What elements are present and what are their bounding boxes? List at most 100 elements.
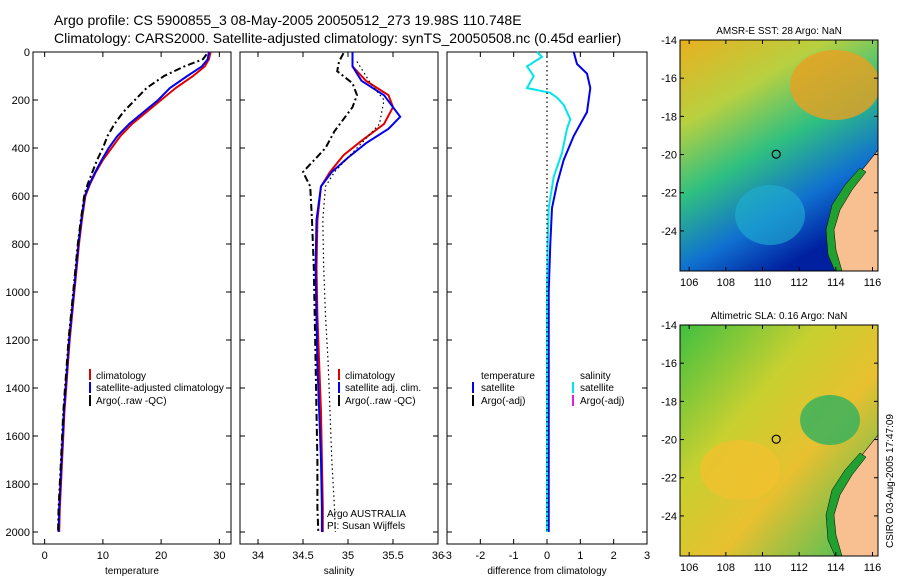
temperature-legend: climatology satellite-adjusted climatolo… [89,369,224,407]
legend-salinity-heading: salinity [580,371,611,382]
map-y-tick-label: -18 [661,111,677,123]
series-line-argo-raw-qc- [57,53,208,534]
pi-annotation: PI: Susan Wijffels [327,521,405,532]
legend-swatch-sal-argo [338,395,340,406]
map-y-tick-label: -20 [661,435,677,447]
x-tick-label: -1 [509,550,519,562]
map-x-tick-label: 110 [754,562,772,574]
difference-legend-right: salinity satellite Argo(-adj) [572,371,624,407]
legend-swatch-temp-satellite [472,382,474,393]
sla-low-patch [800,395,860,445]
x-tick-label: 36 [432,550,444,562]
legend-swatch-sal-satellite [338,382,340,393]
map-y-tick-label: -18 [661,396,677,408]
salinity-xlabel: salinity [324,566,355,577]
map-x-tick-label: 110 [754,277,772,289]
map-x-tick-label: 108 [717,562,735,574]
legend-swatch-sal-sat [572,382,574,393]
sst-map-title: AMSR-E SST: 28 Argo: NaN [716,26,842,37]
series-line-argo-raw-qc- [301,52,359,533]
x-tick-label: -2 [475,550,485,562]
sst-shelf [825,167,867,271]
y-tick-label: 1000 [6,287,30,299]
x-tick-label: 34.5 [292,550,313,562]
y-tick-label: 1800 [6,479,30,491]
map-y-tick-label: -22 [661,188,677,200]
map-y-tick-label: -14 [661,35,677,47]
x-tick-label: 2 [611,550,617,562]
temperature-xlabel: temperature [105,566,159,577]
legend-sal-argo-adj: Argo(-adj) [580,396,624,407]
series-line-satellite-adj-clim- [314,52,402,532]
map-x-tick-label: 114 [827,562,845,574]
sst-map: AMSR-E SST: 28 Argo: NaN 106 108 110 112 114… [661,26,881,289]
map-y-tick-label: -24 [661,511,677,523]
series-line-temperature-satellite [547,51,592,532]
legend-temp-argo: Argo(-adj) [481,396,525,407]
sla-map: Altimetric SLA: 0.16 Argo: NaN 106 108 110… [661,311,881,574]
argo-australia-annotation: Argo AUSTRALIA [327,509,406,520]
legend-swatch-temp-argo [472,395,474,406]
legend-swatch-sal-argo-adj [572,395,574,406]
x-tick-label: 35.5 [382,550,403,562]
difference-panel: -3 -2 -1 0 1 2 3 difference from climatology t… [442,51,650,577]
sst-map-ticks: 106 108 110 112 114 116 -14 -16 -18 -20 -22 -24 [661,35,881,289]
legend-sal-satellite: satellite adj. clim. [345,383,421,394]
x-tick-label: 1 [577,550,583,562]
map-y-tick-label: -22 [661,473,677,485]
x-tick-label: 10 [97,550,109,562]
legend-temperature-heading: temperature [481,371,535,382]
x-tick-label: 34 [252,550,264,562]
map-y-tick-label: -16 [661,358,677,370]
map-x-tick-label: 116 [864,277,882,289]
y-tick-label: 1400 [6,383,30,395]
legend-sal-climatology: climatology [345,371,395,382]
y-tick-label: 400 [12,143,30,155]
map-x-tick-label: 112 [790,562,808,574]
legend-swatch-climatology [89,369,91,380]
x-tick-label: 0 [544,550,550,562]
sst-warm-patch [790,50,878,120]
map-x-tick-label: 114 [827,277,845,289]
legend-climatology: climatology [96,371,146,382]
series-line-reference [322,61,385,533]
float-position-marker [771,434,781,444]
salinity-series [301,52,402,533]
sst-cool-patch [735,185,805,245]
y-tick-label: 1600 [6,431,30,443]
sla-map-frame [679,324,879,557]
y-tick-label: 1200 [6,335,30,347]
sla-high-patch [700,440,780,500]
map-x-tick-label: 112 [790,277,808,289]
x-tick-label: 3 [644,550,650,562]
legend-satellite-adjusted-climatology: satellite-adjusted climatology [96,383,224,394]
difference-series [525,51,592,532]
y-tick-label: 800 [12,239,30,251]
map-x-tick-label: 106 [680,277,698,289]
sla-float-layer [771,434,781,444]
difference-legend-left: temperature satellite Argo(-adj) [472,371,535,407]
legend-swatch-sal-climatology [338,369,340,380]
float-position-marker [771,149,781,159]
sla-map-title: Altimetric SLA: 0.16 Argo: NaN [711,311,848,322]
map-x-tick-label: 106 [680,562,698,574]
y-tick-label: 0 [24,47,30,59]
temperature-ticks: 0 10 20 30 0 200 400 600 800 1000 1200 1400 1600 1800… [6,47,231,562]
sla-shelf [825,452,867,556]
legend-temp-satellite: satellite [481,383,515,394]
y-tick-label: 2000 [6,527,30,539]
y-tick-label: 200 [12,95,30,107]
legend-swatch-satellite-adjusted [89,382,91,393]
salinity-ticks: 34 34.5 35 35.5 36 [240,51,444,562]
figure-title-line2: Climatology: CARS2000. Satellite-adjuste… [54,30,621,46]
map-y-tick-label: -24 [661,226,677,238]
difference-ticks: -3 -2 -1 0 1 2 3 [442,51,650,562]
map-x-tick-label: 108 [717,277,735,289]
temperature-panel: 0 10 20 30 0 200 400 600 800 1000 1200 1400 1600 1800… [6,47,232,577]
salinity-panel: 34 34.5 35 35.5 36 salinity climatology sate… [239,51,444,577]
map-y-tick-label: -20 [661,150,677,162]
legend-argo: Argo(..raw -QC) [96,396,167,407]
sla-map-ticks: 106 108 110 112 114 116 -14 -16 -18 -20 -22 -24 [661,320,881,574]
map-x-tick-label: 116 [864,562,882,574]
temperature-series [57,51,212,534]
